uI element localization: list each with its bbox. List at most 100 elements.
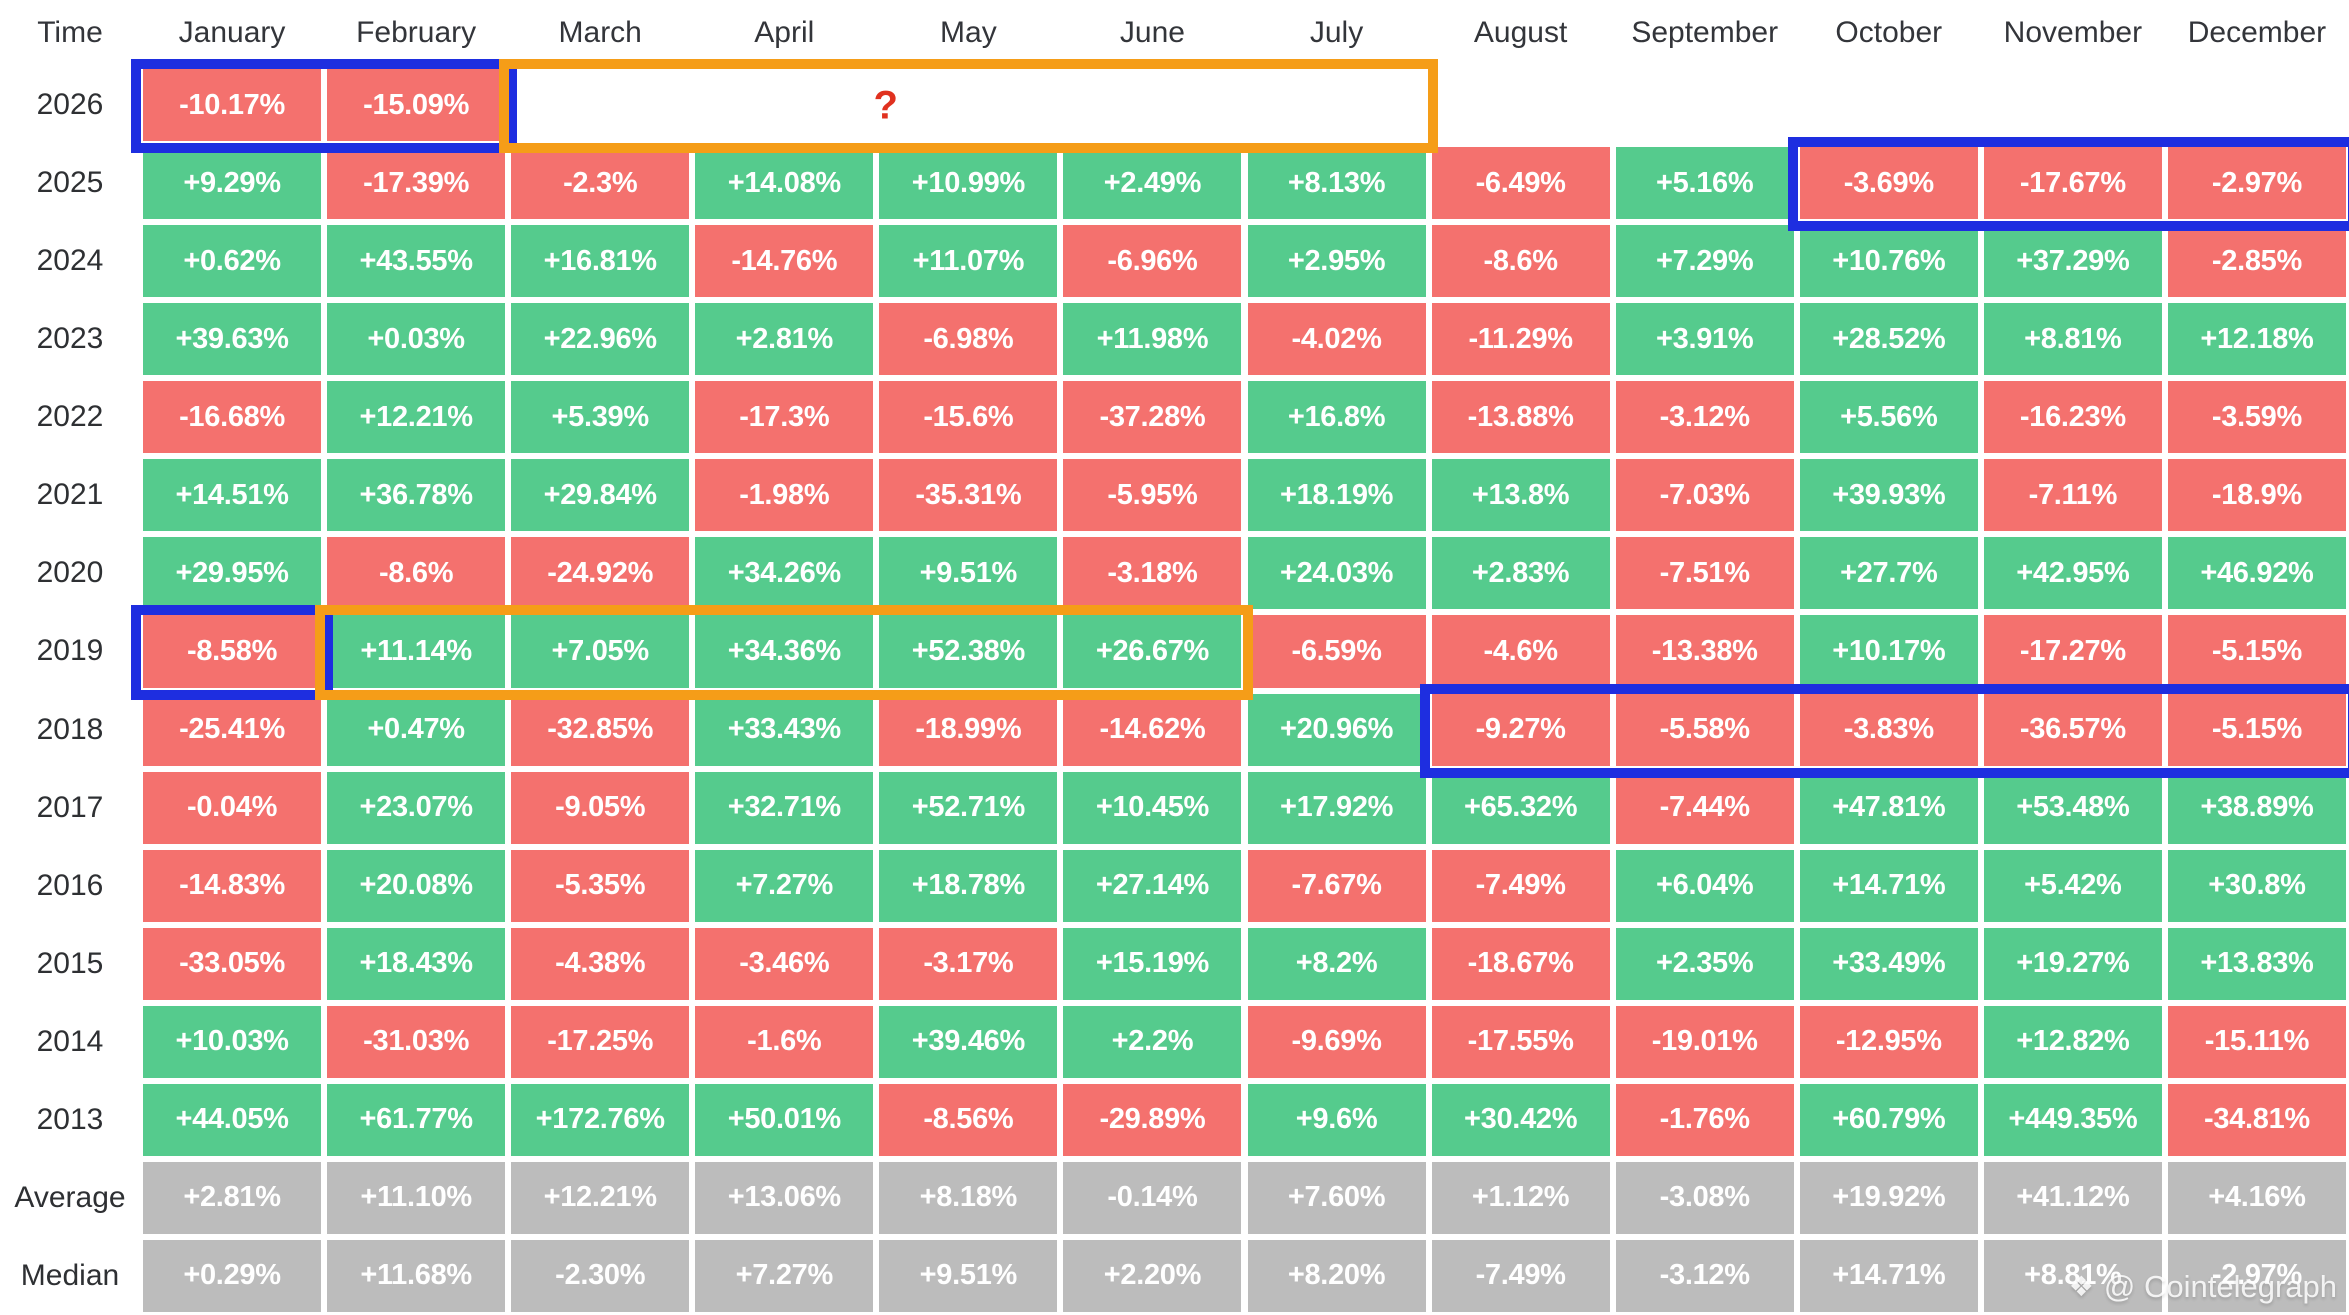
cell-2016-september: +6.04% (1615, 849, 1794, 922)
cell-2013-september: -1.76% (1615, 1083, 1794, 1156)
cell-2023-august: -11.29% (1431, 303, 1610, 376)
cell-2022-april: -17.3% (695, 381, 874, 454)
cell-2025-may: +10.99% (879, 147, 1058, 220)
cell-2015-march: -4.38% (511, 927, 690, 1000)
cell-2020-june: -3.18% (1063, 537, 1242, 610)
cell-2015-october: +33.49% (1799, 927, 1978, 1000)
cell-2015-november: +19.27% (1983, 927, 2162, 1000)
cell-2020-october: +27.7% (1799, 537, 1978, 610)
cell-2023-october: +28.52% (1799, 303, 1978, 376)
cell-2018-june: -14.62% (1063, 693, 1242, 766)
cell-2022-june: -37.28% (1063, 381, 1242, 454)
cell-2022-march: +5.39% (511, 381, 690, 454)
cell-2013-february: +61.77% (327, 1083, 506, 1156)
highlight-box-orange-2026: ? (499, 59, 1438, 154)
cell-2017-march: -9.05% (511, 771, 690, 844)
cell-2022-december: -3.59% (2167, 381, 2346, 454)
cell-2017-october: +47.81% (1799, 771, 1978, 844)
cell-median-october: +14.71% (1799, 1239, 1978, 1312)
cell-2018-december: -5.15% (2167, 693, 2346, 766)
cell-2019-september: -13.38% (1615, 615, 1794, 688)
cell-2015-may: -3.17% (879, 927, 1058, 1000)
row-label-2014: 2014 (36, 1024, 104, 1058)
highlight-box-blue-2019 (131, 605, 334, 700)
cell-2017-september: -7.44% (1615, 771, 1794, 844)
cell-2021-february: +36.78% (327, 459, 506, 532)
cell-2021-december: -18.9% (2167, 459, 2346, 532)
cell-2022-october: +5.56% (1799, 381, 1978, 454)
row-label-2026: 2026 (36, 88, 104, 122)
row-label-2015: 2015 (36, 946, 104, 980)
cell-2018-january: -25.41% (143, 693, 322, 766)
cell-2025-june: +2.49% (1063, 147, 1242, 220)
cell-2024-february: +43.55% (327, 225, 506, 298)
cell-2025-july: +8.13% (1247, 147, 1426, 220)
cell-2014-april: -1.6% (695, 1005, 874, 1078)
row-label-2018: 2018 (36, 712, 104, 746)
cell-2023-january: +39.63% (143, 303, 322, 376)
cell-2016-june: +27.14% (1063, 849, 1242, 922)
cell-2018-september: -5.58% (1615, 693, 1794, 766)
cell-2014-december: -15.11% (2167, 1005, 2346, 1078)
highlight-box-blue-2026 (131, 59, 518, 154)
cell-2021-august: +13.8% (1431, 459, 1610, 532)
cell-2013-october: +60.79% (1799, 1083, 1978, 1156)
cell-2014-may: +39.46% (879, 1005, 1058, 1078)
cell-2023-november: +8.81% (1983, 303, 2162, 376)
cell-2025-march: -2.3% (511, 147, 690, 220)
column-header-october: October (1835, 16, 1943, 49)
row-label-2022: 2022 (36, 400, 104, 434)
cell-2019-july: -6.59% (1247, 615, 1426, 688)
cell-2014-august: -17.55% (1431, 1005, 1610, 1078)
cell-2013-december: -34.81% (2167, 1083, 2346, 1156)
row-label-2020: 2020 (36, 556, 104, 590)
cell-2016-august: -7.49% (1431, 849, 1610, 922)
cell-2013-march: +172.76% (511, 1083, 690, 1156)
cell-2025-september: +5.16% (1615, 147, 1794, 220)
cell-2016-january: -14.83% (143, 849, 322, 922)
cell-average-september: -3.08% (1615, 1161, 1794, 1234)
cell-2013-june: -29.89% (1063, 1083, 1242, 1156)
cell-median-september: -3.12% (1615, 1239, 1794, 1312)
cell-2018-november: -36.57% (1983, 693, 2162, 766)
cell-2018-february: +0.47% (327, 693, 506, 766)
cell-2025-december: -2.97% (2167, 147, 2346, 220)
column-header-time: Time (37, 16, 103, 49)
cell-2015-december: +13.83% (2167, 927, 2346, 1000)
cell-2015-july: +8.2% (1247, 927, 1426, 1000)
cell-2026-february: -15.09% (327, 69, 506, 142)
cell-2024-june: -6.96% (1063, 225, 1242, 298)
cell-2024-january: +0.62% (143, 225, 322, 298)
cell-2021-june: -5.95% (1063, 459, 1242, 532)
cell-median-january: +0.29% (143, 1239, 322, 1312)
cell-2022-may: -15.6% (879, 381, 1058, 454)
column-header-january: January (178, 16, 286, 49)
cell-2016-november: +5.42% (1983, 849, 2162, 922)
cell-2019-august: -4.6% (1431, 615, 1610, 688)
cell-2017-february: +23.07% (327, 771, 506, 844)
column-header-july: July (1309, 16, 1364, 49)
cell-2021-january: +14.51% (143, 459, 322, 532)
cell-2020-december: +46.92% (2167, 537, 2346, 610)
cell-2022-february: +12.21% (327, 381, 506, 454)
cell-2023-february: +0.03% (327, 303, 506, 376)
cell-2020-january: +29.95% (143, 537, 322, 610)
cell-median-july: +8.20% (1247, 1239, 1426, 1312)
cell-2019-december: -5.15% (2167, 615, 2346, 688)
highlight-box-orange-2019 (315, 605, 1254, 700)
watermark: ❖ @ Cointelegraph (2069, 1269, 2337, 1305)
row-label-2016: 2016 (36, 868, 104, 902)
cell-2021-october: +39.93% (1799, 459, 1978, 532)
column-header-february: February (356, 16, 477, 49)
cell-2020-march: -24.92% (511, 537, 690, 610)
cell-2015-june: +15.19% (1063, 927, 1242, 1000)
cell-2016-october: +14.71% (1799, 849, 1978, 922)
highlight-box-blue-2025 (1787, 137, 2349, 232)
cell-average-november: +41.12% (1983, 1161, 2162, 1234)
column-header-may: May (940, 16, 997, 49)
row-label-2013: 2013 (36, 1102, 104, 1136)
cell-2014-june: +2.2% (1063, 1005, 1242, 1078)
cell-2019-february: +11.14% (327, 615, 506, 688)
cell-average-july: +7.60% (1247, 1161, 1426, 1234)
